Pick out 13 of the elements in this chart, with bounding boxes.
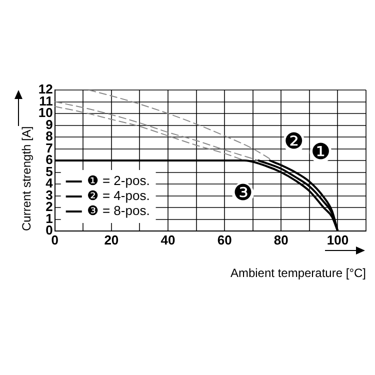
legend-label: ❶ = 2-pos. <box>86 173 150 188</box>
annotation: ❷ <box>284 129 304 154</box>
legend-label: ❷ = 4-pos. <box>86 188 150 204</box>
legend-label: ❸ = 8-pos. <box>86 203 150 218</box>
annotation: ❶ <box>310 140 331 165</box>
x-axis-title: Ambient temperature [°C] <box>230 266 366 280</box>
annotation: ❸ <box>233 181 253 206</box>
y-axis-title: Current strength [A] <box>20 126 34 231</box>
x-tick-label: 60 <box>217 232 232 248</box>
x-tick-label: 40 <box>160 232 176 248</box>
x-tick-label: 100 <box>326 232 349 248</box>
x-tick-label: 20 <box>104 232 119 248</box>
x-tick-label: 80 <box>274 232 288 248</box>
